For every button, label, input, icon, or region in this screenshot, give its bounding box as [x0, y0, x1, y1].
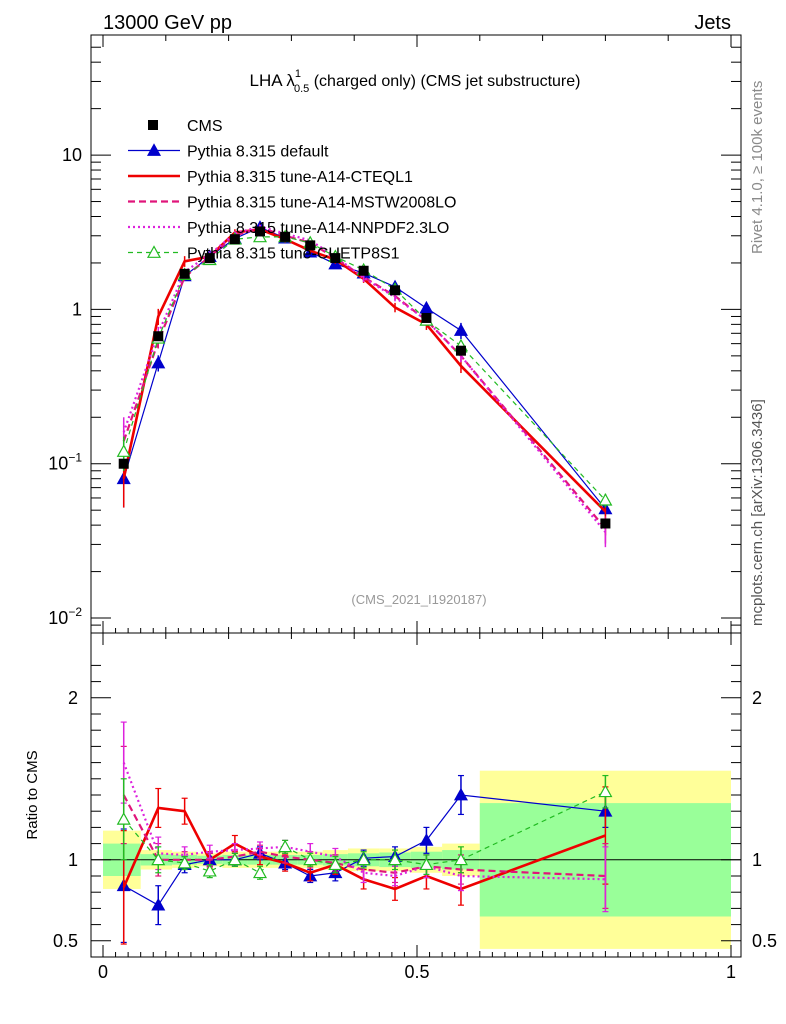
ratio-y-tick-label: 2	[68, 688, 78, 708]
cteql1-ratio-line	[122, 806, 606, 891]
cms-point	[600, 518, 611, 529]
default-ratio-marker	[419, 833, 434, 846]
legend-cms-marker	[148, 120, 158, 130]
cuetp8s1-ratio-marker	[177, 855, 192, 869]
ratio-series-group	[116, 721, 613, 945]
cuetp8s1-ratio-marker	[598, 784, 613, 798]
cms-point	[455, 345, 466, 356]
legend-mstw-label: Pythia 8.315 tune-A14-MSTW2008LO	[187, 195, 456, 212]
cms-point	[330, 253, 341, 264]
cuetp8s1-ratio-marker	[202, 863, 217, 877]
legend-cms-label: CMS	[187, 118, 223, 135]
default-ratio-marker	[453, 787, 468, 801]
legend-nnpdf-label: Pythia 8.315 tune-A14-NNPDF2.3LO	[187, 220, 449, 237]
cms-point	[280, 231, 291, 242]
legend-default-label: Pythia 8.315 default	[187, 144, 329, 161]
ratio-ylabel: Ratio to CMS	[24, 750, 41, 839]
main-series-group	[116, 220, 613, 548]
header-right: Jets	[694, 12, 731, 34]
cms-point	[153, 331, 164, 342]
ratio-y-tick-label: 0.5	[53, 931, 78, 951]
cms-point	[229, 234, 240, 245]
cuetp8s1-main-marker	[598, 492, 613, 506]
mcplots-label: mcplots.cern.ch [arXiv:1306.3436]	[749, 399, 766, 626]
cms-point	[390, 285, 401, 296]
main-y-tick-label: 10−2	[48, 605, 82, 628]
default-main-marker	[419, 300, 434, 314]
main-y-tick-label: 10−1	[48, 451, 82, 474]
cms-point	[179, 268, 190, 279]
cuetp8s1-ratio-marker	[453, 852, 468, 866]
default-ratio-marker	[151, 897, 166, 911]
main-y-tick-label: 10	[62, 145, 82, 165]
cms-point	[118, 458, 129, 469]
cuetp8s1-ratio-marker	[356, 852, 371, 866]
ratio-y-tick-label-right: 0.5	[752, 931, 777, 951]
cms-point	[204, 253, 215, 264]
x-tick-label: 0.5	[404, 962, 429, 982]
legend-default-marker	[146, 143, 162, 156]
cuetp8s1-main-marker	[116, 444, 131, 457]
legend-cteql1-label: Pythia 8.315 tune-A14-CTEQL1	[187, 169, 413, 186]
cuetp8s1-ratio-marker	[252, 865, 268, 879]
ratio-y-tick-label-right: 1	[752, 850, 762, 870]
mstw-ratio-line	[122, 794, 606, 878]
legend: CMS Pythia 8.315 default Pythia 8.315 tune…	[128, 118, 456, 263]
cuetp8s1-ratio-marker	[227, 852, 242, 866]
cteql1-main-line	[122, 228, 607, 513]
cms-point	[421, 312, 432, 323]
legend-cuetp8s1-marker	[146, 245, 162, 258]
cms-point	[305, 240, 316, 251]
cuetp8s1-ratio-marker	[303, 852, 318, 866]
default-main-marker	[453, 323, 468, 336]
ratio-y-tick-label: 1	[68, 850, 78, 870]
x-tick-label: 0	[98, 962, 108, 982]
cms-point	[358, 265, 369, 276]
legend-cuetp8s1-label: Pythia 8.315 tune-CUETP8S1	[187, 246, 400, 263]
cuetp8s1-ratio-marker	[419, 857, 434, 871]
analysis-watermark: (CMS_2021_I1920187)	[351, 592, 486, 607]
cuetp8s1-ratio-marker	[328, 857, 343, 871]
main-y-tick-label: 1	[72, 299, 82, 319]
cuetp8s1-ratio-marker	[278, 839, 293, 853]
x-tick-label: 1	[726, 962, 736, 982]
axes: 0 0.5 1 10−2 10−1 1 10 0.5 0.5 1 1 2 2	[48, 34, 777, 982]
header-left: 13000 GeV pp	[103, 12, 232, 34]
ratio-y-tick-label-right: 2	[752, 688, 762, 708]
cuetp8s1-ratio-marker	[388, 852, 403, 866]
chart-title: LHA λ1 0.5 (charged only) (CMS jet substr…	[250, 68, 581, 95]
rivet-label: Rivet 4.1.0, ≥ 100k events	[749, 81, 766, 254]
default-main-marker	[151, 355, 166, 369]
cms-point	[255, 226, 265, 237]
cuetp8s1-ratio-marker	[116, 812, 131, 825]
cuetp8s1-ratio-marker	[151, 852, 166, 866]
